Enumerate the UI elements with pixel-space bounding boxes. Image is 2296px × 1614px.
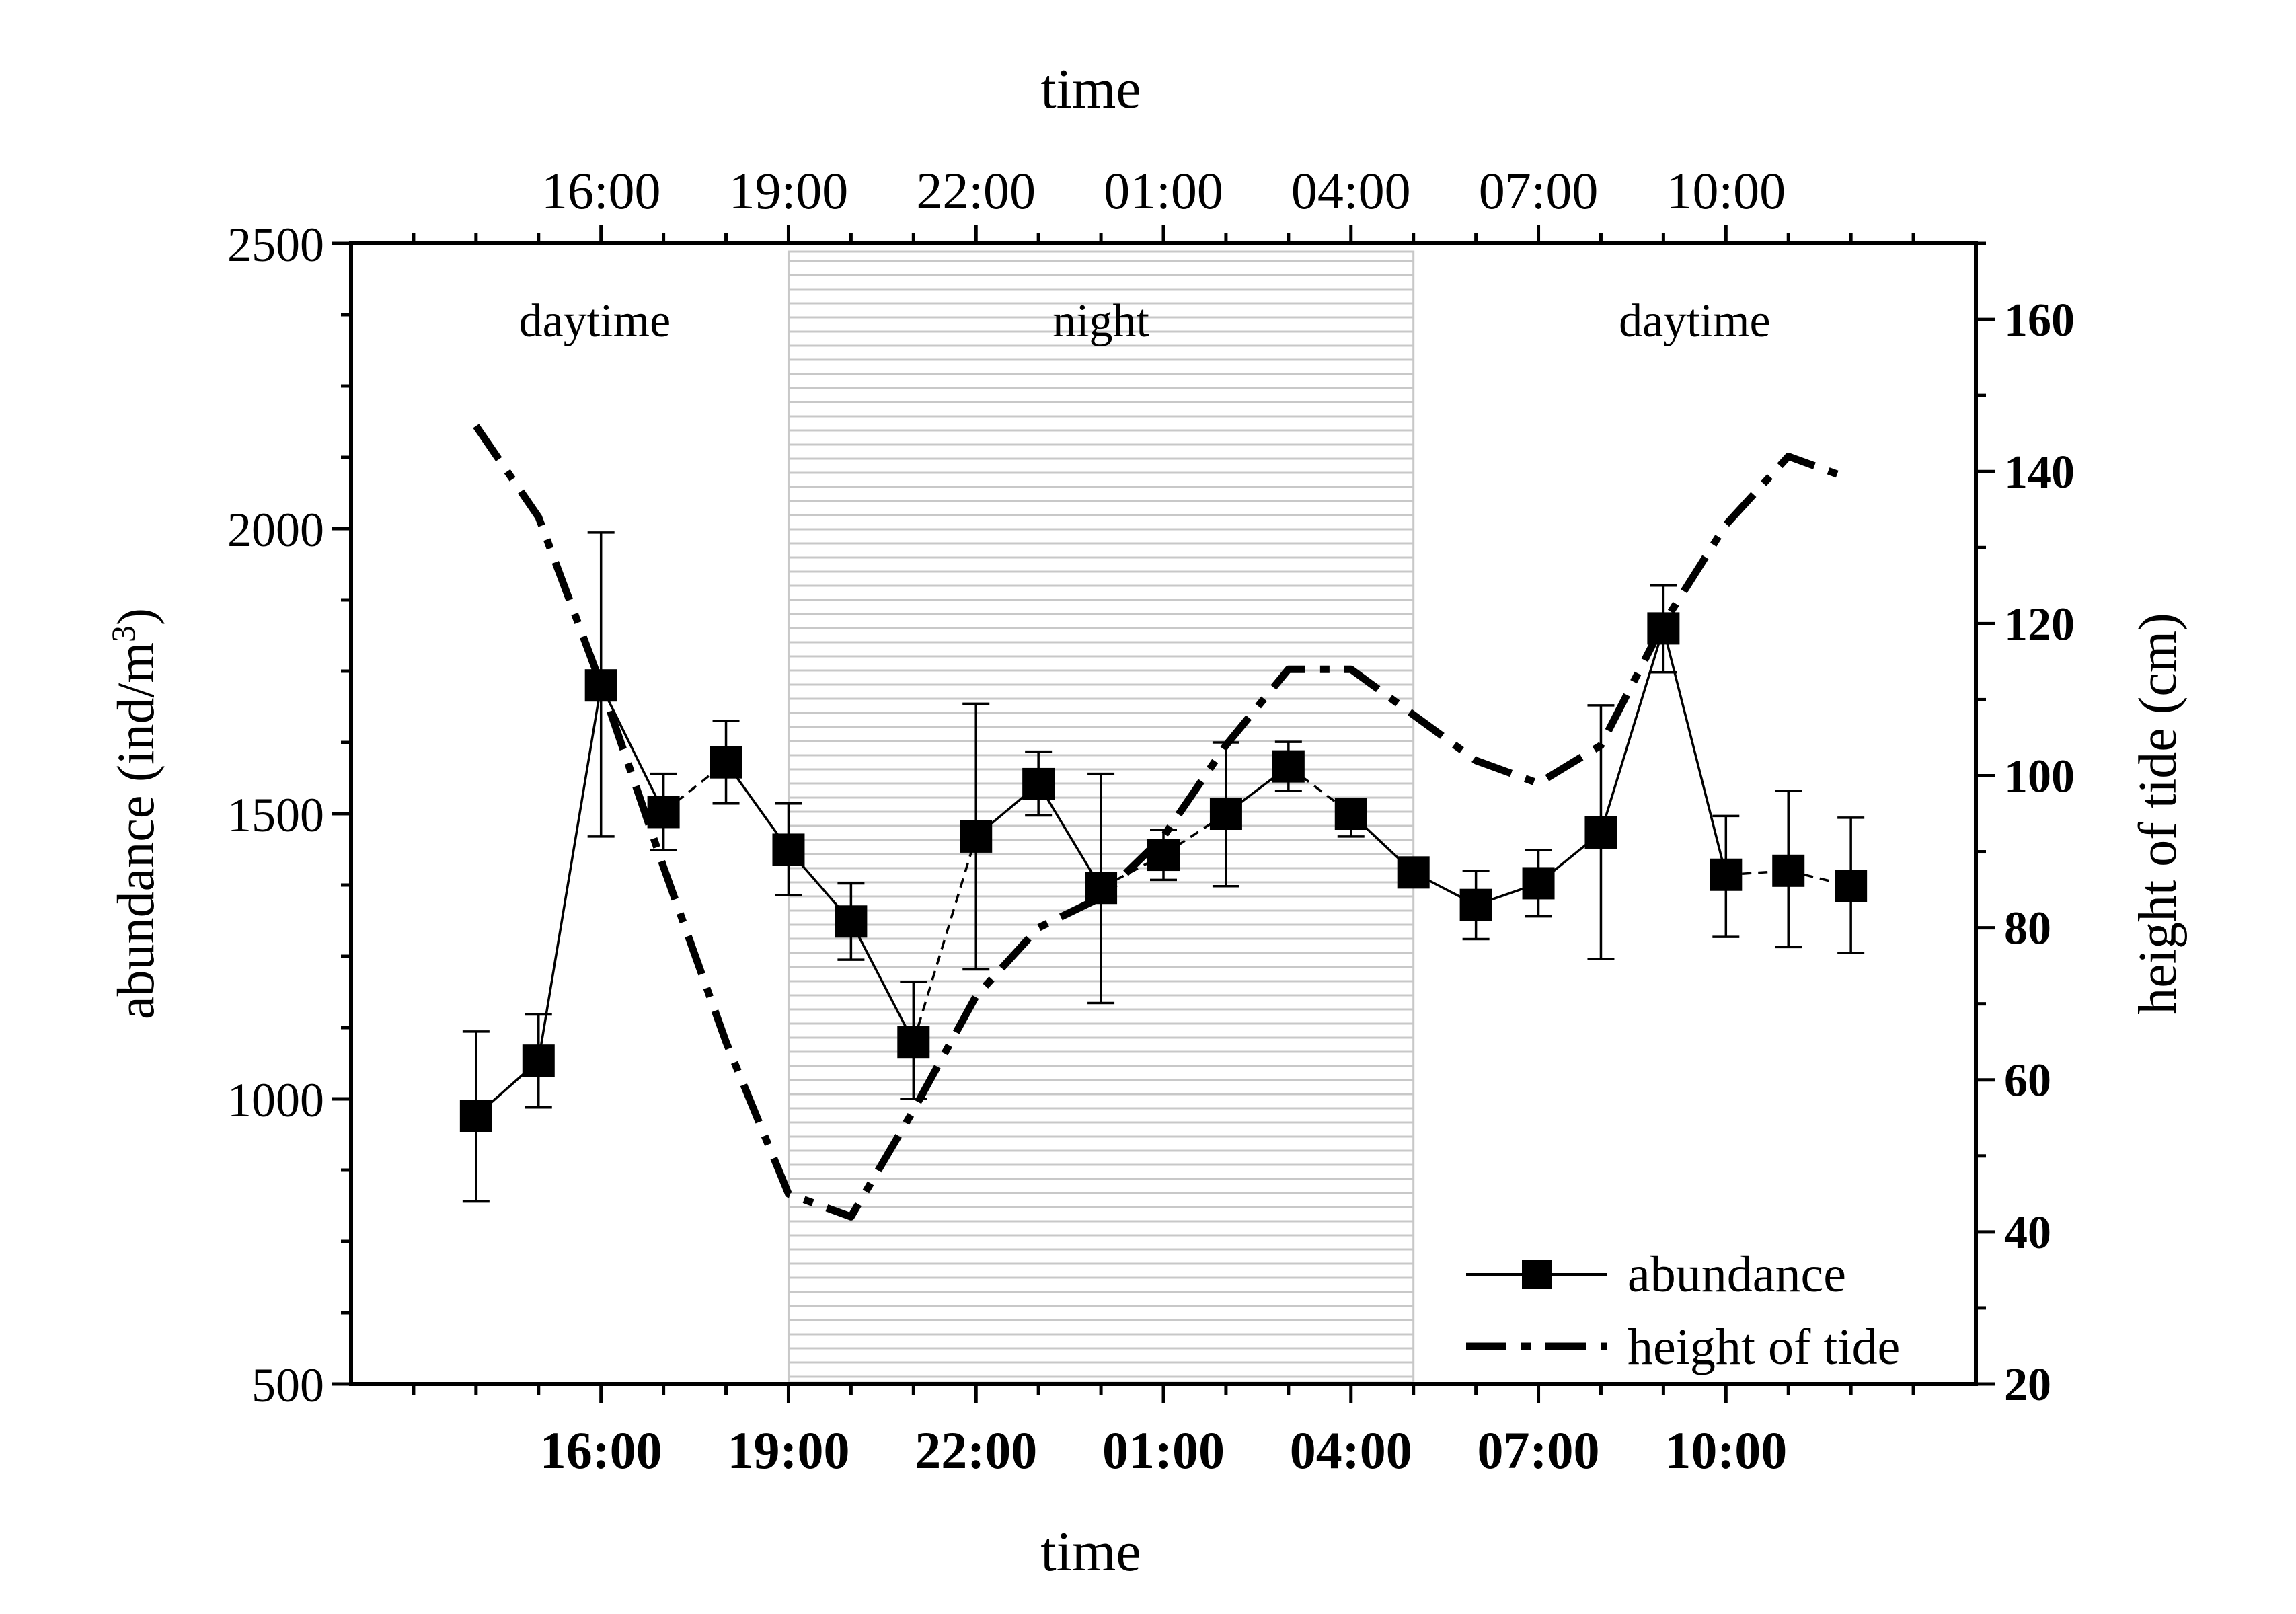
abundance-marker — [772, 833, 805, 866]
bottom-axis-tick-label: 22:00 — [915, 1421, 1037, 1480]
bottom-axis-tick-label: 01:00 — [1102, 1421, 1225, 1480]
bottom-axis-tick-label: 19:00 — [727, 1421, 849, 1480]
abundance-marker — [459, 1100, 492, 1132]
top-axis-tick-label: 01:00 — [1104, 161, 1223, 220]
abundance-marker — [584, 669, 617, 702]
abundance-marker — [1772, 854, 1805, 887]
region-label-daytime: daytime — [1619, 295, 1770, 347]
right-axis-tick-label: 40 — [2004, 1207, 2051, 1259]
abundance-line-segment — [537, 685, 603, 1061]
top-axis-tick-label: 10:00 — [1666, 161, 1786, 220]
legend: abundance height of tide — [1466, 1246, 1900, 1375]
abundance-marker — [1022, 767, 1055, 800]
bottom-axis-title: time — [1040, 1521, 1141, 1583]
left-axis-tick-label: 500 — [252, 1358, 324, 1412]
abundance-marker — [960, 820, 993, 853]
abundance-marker — [897, 1026, 930, 1059]
abundance-marker — [1584, 816, 1617, 849]
bottom-axis-tick-label: 10:00 — [1664, 1421, 1787, 1480]
right-axis: 20 40 60 80 100 120 140 160 — [1976, 241, 2075, 1411]
left-axis-title-main: abundance (ind/m — [106, 642, 165, 1020]
legend-abundance-label: abundance — [1628, 1246, 1846, 1303]
abundance-marker — [1147, 839, 1180, 872]
right-axis-tick-label: 100 — [2004, 751, 2075, 802]
top-axis-tick-label: 22:00 — [916, 161, 1036, 220]
abundance-marker — [1647, 612, 1680, 645]
left-axis-tick-label: 2500 — [227, 218, 324, 272]
right-axis-tick-label: 20 — [2004, 1359, 2051, 1411]
abundance-series — [459, 531, 1868, 1203]
abundance-line-segment — [1163, 812, 1227, 856]
abundance-marker — [710, 746, 742, 779]
right-axis-tick-label: 60 — [2004, 1055, 2051, 1107]
bottom-axis: 16:00 19:00 22:00 01:00 04:00 07:00 10:00 — [412, 1384, 1915, 1480]
abundance-line-segment — [1662, 627, 1728, 876]
bottom-axis-tick-label: 16:00 — [540, 1421, 662, 1480]
abundance-marker — [1272, 750, 1305, 783]
top-axis-title: time — [1040, 58, 1141, 120]
region-label-night: night — [1053, 295, 1149, 347]
left-axis-title-sup: 3 — [104, 625, 142, 642]
top-axis-tick-label: 19:00 — [729, 161, 849, 220]
abundance-marker — [647, 796, 680, 829]
abundance-marker — [1085, 872, 1118, 905]
abundance-marker — [835, 905, 868, 938]
abundance-line-segment — [912, 836, 977, 1042]
left-axis-title-close: ) — [106, 608, 165, 625]
region-labels: daytime night daytime — [519, 295, 1771, 347]
bottom-axis-tick-label: 04:00 — [1290, 1421, 1412, 1480]
abundance-marker — [1334, 798, 1367, 830]
legend-tide-label: height of tide — [1628, 1319, 1900, 1375]
abundance-marker — [1522, 867, 1555, 900]
abundance-marker — [1459, 888, 1492, 921]
top-axis: 16:00 19:00 22:00 01:00 04:00 07:00 10:00 — [412, 161, 1915, 243]
abundance-marker — [1835, 870, 1868, 902]
tide-series — [473, 424, 1853, 1221]
right-axis-tick-label: 120 — [2004, 599, 2075, 650]
top-axis-tick-label: 07:00 — [1479, 161, 1599, 220]
region-label-daytime: daytime — [519, 295, 671, 347]
abundance-line-segment — [1599, 627, 1665, 833]
right-axis-tick-label: 160 — [2004, 295, 2075, 346]
left-axis-tick-label: 1500 — [227, 788, 324, 842]
left-axis-tick-label: 1000 — [227, 1073, 324, 1127]
abundance-marker — [1209, 798, 1242, 830]
right-axis-tick-label: 80 — [2004, 903, 2051, 955]
legend-abundance-marker — [1522, 1260, 1552, 1289]
left-axis: 500 1000 1500 2000 2500 — [227, 218, 351, 1412]
abundance-marker — [1710, 858, 1743, 891]
abundance-marker — [1397, 856, 1430, 889]
abundance-line-segment — [600, 685, 665, 813]
top-axis-tick-label: 16:00 — [541, 161, 661, 220]
right-axis-tick-label: 140 — [2004, 447, 2075, 498]
top-axis-tick-label: 04:00 — [1291, 161, 1411, 220]
bottom-axis-tick-label: 07:00 — [1478, 1421, 1600, 1480]
abundance-line-segment — [849, 921, 915, 1043]
left-axis-title: abundance (ind/m3) — [104, 608, 165, 1020]
tide-line — [473, 424, 1853, 1221]
abundance-line-segment — [1100, 853, 1164, 889]
abundance-marker — [522, 1044, 555, 1077]
right-axis-title: height of tide (cm) — [2129, 613, 2188, 1015]
abundance-line-segment — [1037, 783, 1102, 889]
left-axis-tick-label: 2000 — [227, 503, 324, 557]
